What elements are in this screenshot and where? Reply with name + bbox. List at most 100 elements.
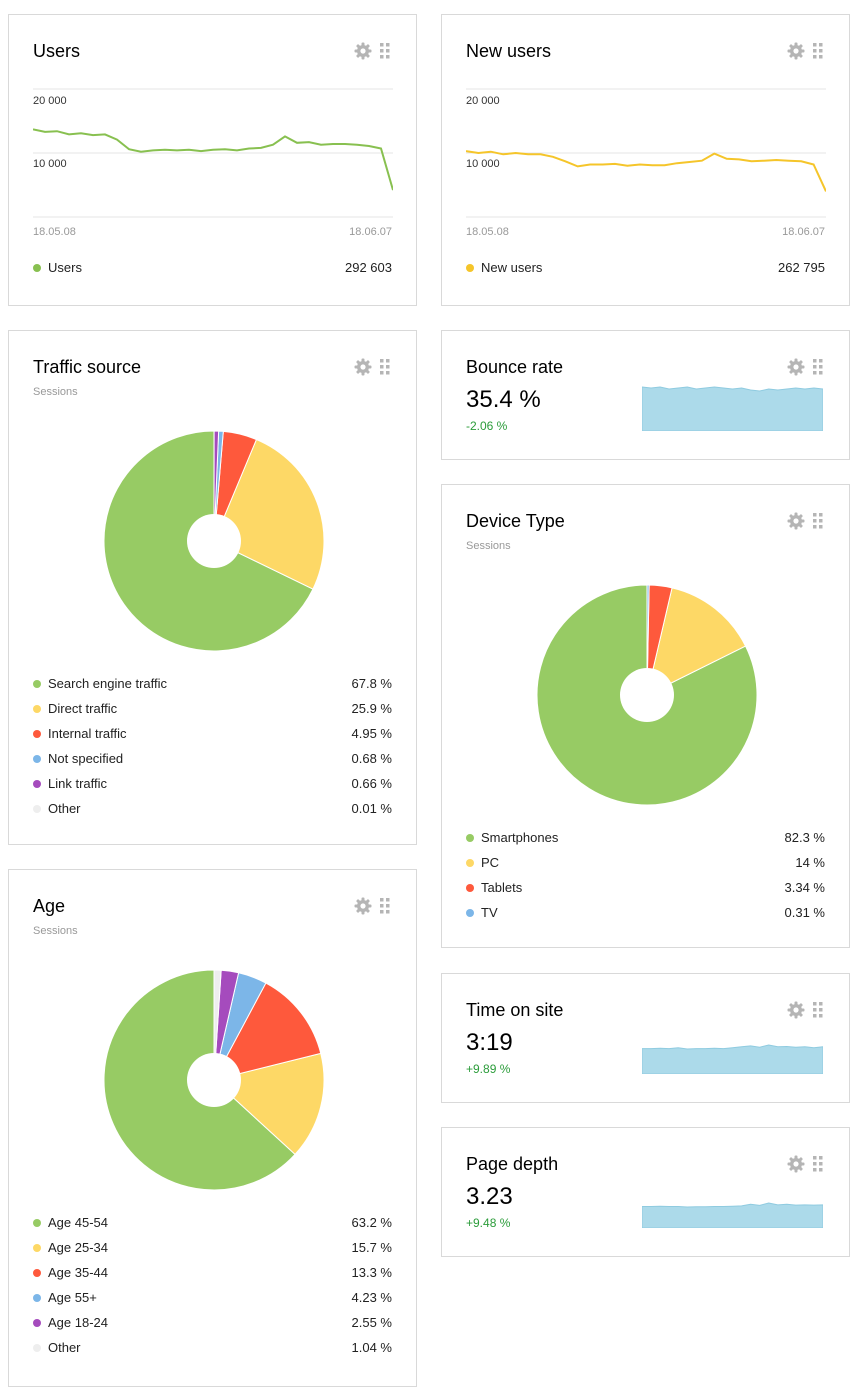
y-tick-label: 10 000 [466,158,500,170]
new-users-series-line [466,150,826,192]
drag-handle-icon[interactable] [813,359,823,375]
legend-item[interactable]: Tablets 3.34 % [466,875,825,900]
legend-label: Direct traffic [48,701,118,716]
drag-handle-icon[interactable] [813,1002,823,1018]
page-depth-delta: +9.48 % [466,1216,511,1230]
legend-label: New users [481,260,543,275]
legend-label: Age 35-44 [48,1265,108,1280]
age-title: Age [33,896,66,916]
legend-item[interactable]: Internal traffic 4.95 % [33,721,392,746]
new-users-line-chart [466,88,826,218]
pie-slice[interactable] [212,1052,325,1156]
gear-icon[interactable] [787,512,805,530]
legend-item[interactable]: Not specified 0.68 % [33,746,392,771]
legend-value: 13.3 % [351,1265,392,1280]
x-tick-start: 18.05.08 [466,226,509,238]
time-on-site-widget: Time on site 3:19 +9.89 % [441,973,850,1103]
gear-icon[interactable] [787,358,805,376]
device-type-widget: Device Type Sessions Smartphones 82.3 % PC… [441,484,850,948]
age-pie-chart [103,969,325,1191]
y-tick-label: 20 000 [466,95,500,107]
bounce-title: Bounce rate [466,357,564,377]
legend-item[interactable]: Age 25-34 15.7 % [33,1235,392,1260]
gear-icon[interactable] [354,358,372,376]
legend-dot [33,679,41,688]
pie-slice[interactable] [646,587,747,696]
pie-hole [620,668,674,722]
gear-icon[interactable] [787,1155,805,1173]
legend-item[interactable]: Other 0.01 % [33,796,392,821]
legend-item[interactable]: Age 35-44 13.3 % [33,1260,392,1285]
pie-slice[interactable] [213,438,325,590]
legend-value: 4.23 % [351,1290,392,1305]
users-line-chart [33,88,393,218]
legend-label: PC [481,855,500,870]
legend-value: 67.8 % [351,676,392,691]
pie-slice[interactable] [213,969,222,1081]
new-users-title: New users [466,41,552,61]
bounce-rate-widget: Bounce rate 35.4 % -2.06 % [441,330,850,460]
gear-icon[interactable] [787,42,805,60]
legend-item[interactable]: Age 55+ 4.23 % [33,1285,392,1310]
legend-value: 292 603 [345,260,392,275]
legend-dot [466,858,474,867]
legend-item[interactable]: TV 0.31 % [466,900,825,925]
legend-item[interactable]: Age 18-24 2.55 % [33,1310,392,1335]
legend-dot [33,1318,41,1327]
drag-handle-icon[interactable] [813,513,823,529]
legend-label: Age 55+ [48,1290,97,1305]
legend-label: Tablets [481,880,523,895]
sparkline-area [642,1202,823,1228]
legend-value: 14 % [795,855,825,870]
drag-handle-icon[interactable] [380,43,390,59]
x-tick-start: 18.05.08 [33,226,76,238]
legend-value: 15.7 % [351,1240,392,1255]
traffic-pie-chart [103,430,325,652]
drag-handle-icon[interactable] [380,359,390,375]
legend-label: Smartphones [481,830,559,845]
pie-slice[interactable] [646,584,650,696]
time-on-site-title: Time on site [466,1000,564,1020]
legend-item[interactable]: Search engine traffic 67.8 % [33,671,392,696]
sparkline-area [642,386,823,431]
gear-icon[interactable] [354,897,372,915]
pie-slice[interactable] [213,982,322,1081]
legend-dot [33,1218,41,1227]
legend-item[interactable]: PC 14 % [466,850,825,875]
users-widget: Users 20 000 10 000 18.05.08 18.06.07 Us… [8,14,417,306]
sparkline-area [642,1044,823,1074]
pie-hole [187,514,241,568]
legend-dot [466,908,474,917]
legend-item[interactable]: New users 262 795 [466,255,825,280]
legend-item[interactable]: Direct traffic 25.9 % [33,696,392,721]
legend-item[interactable]: Smartphones 82.3 % [466,825,825,850]
gear-icon[interactable] [354,42,372,60]
legend-dot [33,1243,41,1252]
legend-value: 63.2 % [351,1215,392,1230]
drag-handle-icon[interactable] [380,898,390,914]
legend-item[interactable]: Other 1.04 % [33,1335,392,1360]
page-depth-title: Page depth [466,1154,559,1174]
legend-item[interactable]: Age 45-54 63.2 % [33,1210,392,1235]
legend-value: 0.01 % [351,801,392,816]
legend-label: Search engine traffic [48,676,167,691]
legend-dot [33,1293,41,1302]
legend-dot [33,1343,41,1352]
legend-value: 25.9 % [351,701,392,716]
legend-item[interactable]: Link traffic 0.66 % [33,771,392,796]
legend-label: Internal traffic [48,726,127,741]
drag-handle-icon[interactable] [813,43,823,59]
legend-value: 4.95 % [351,726,392,741]
legend-label: Link traffic [48,776,108,791]
legend-label: Age 45-54 [48,1215,108,1230]
legend-item[interactable]: Users 292 603 [33,255,392,280]
legend-dot [33,704,41,713]
legend-dot [466,833,474,842]
bounce-value: 35.4 % [466,386,541,413]
legend-value: 262 795 [778,260,825,275]
legend-label: TV [481,905,498,920]
gear-icon[interactable] [787,1001,805,1019]
age-widget: Age Sessions Age 45-54 63.2 % Age 25-34 15.… [8,869,417,1387]
drag-handle-icon[interactable] [813,1156,823,1172]
legend-value: 2.55 % [351,1315,392,1330]
